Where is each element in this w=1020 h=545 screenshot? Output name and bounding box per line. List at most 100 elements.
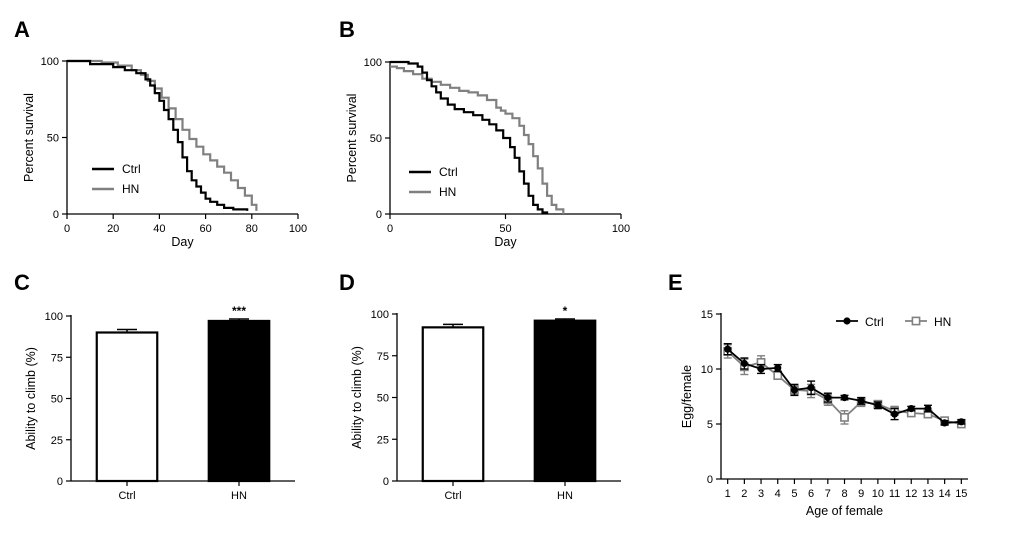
data-point-ctrl	[757, 365, 765, 373]
y-tick-label: 5	[707, 419, 713, 431]
x-tick-label: 0	[64, 223, 70, 235]
x-tick-label: 14	[939, 488, 951, 500]
panel-d-climbing-bar-chart: 0 25 50 75 100 Ability to climb (%) Ctrl HN *	[350, 304, 621, 502]
bar-ctrl	[95, 331, 159, 483]
data-point-ctrl	[941, 419, 949, 427]
y-tick-label: 15	[701, 309, 713, 321]
legend-label-ctrl: Ctrl	[122, 162, 141, 176]
survival-curve-hn	[390, 65, 565, 214]
x-tick-label: 10	[872, 488, 884, 500]
x-axis-label: Day	[494, 235, 517, 249]
y-tick-label: 25	[51, 435, 63, 447]
y-axis-label: Ability to climb (%)	[350, 346, 364, 449]
significance-mark: *	[563, 304, 568, 318]
x-tick-label: 7	[825, 488, 831, 500]
x-tick-label: 6	[808, 488, 814, 500]
y-tick-label: 0	[53, 209, 59, 221]
y-tick-label: 75	[377, 351, 389, 363]
panel-letter-d: D	[339, 270, 355, 295]
y-axis-label: Percent survival	[345, 94, 359, 183]
panel-b-survival-chart: 0 50 100 Percent survival 0 50 100 Day Ctrl HN	[345, 57, 630, 249]
data-point-ctrl	[824, 394, 832, 402]
legend-marker-hn	[911, 316, 921, 326]
legend-label-hn: HN	[439, 185, 456, 199]
y-tick-label: 50	[51, 394, 63, 406]
y-tick-label: 0	[383, 476, 389, 488]
y-tick-label: 10	[701, 364, 713, 376]
x-tick-label: HN	[231, 490, 247, 502]
x-tick-label: HN	[557, 490, 573, 502]
x-tick-label: 50	[499, 223, 511, 235]
x-tick-label: 100	[289, 223, 307, 235]
panel-c-climbing-bar-chart: 0 25 50 75 100 Ability to climb (%) Ctrl HN ***	[24, 304, 295, 502]
legend-label-ctrl: Ctrl	[865, 315, 884, 329]
bar-hn	[207, 319, 271, 483]
y-tick-label: 50	[370, 133, 382, 145]
y-tick-label: 0	[57, 476, 63, 488]
y-tick-label: 100	[364, 57, 382, 69]
y-tick-label: 25	[377, 434, 389, 446]
panel-letter-a: A	[14, 17, 30, 42]
panel-letter-b: B	[339, 17, 355, 42]
x-tick-label: 12	[905, 488, 917, 500]
legend-label-ctrl: Ctrl	[439, 165, 458, 179]
data-point-ctrl	[907, 405, 915, 413]
survival-curve-ctrl	[67, 59, 249, 211]
y-tick-label: 50	[47, 133, 59, 145]
data-point-hn	[773, 371, 783, 380]
x-tick-label: 5	[791, 488, 797, 500]
y-tick-label: 0	[376, 209, 382, 221]
survival-curve-hn	[67, 59, 258, 211]
data-point-ctrl	[857, 397, 865, 405]
x-tick-label: 11	[889, 488, 900, 500]
x-tick-label: 100	[612, 223, 630, 235]
y-tick-label: 100	[45, 311, 63, 323]
data-point-ctrl	[874, 401, 882, 409]
x-axis-label: Age of female	[806, 504, 883, 518]
y-tick-label: 50	[377, 393, 389, 405]
data-point-ctrl	[840, 394, 849, 402]
x-tick-label: 1	[725, 488, 731, 500]
x-tick-label: 9	[858, 488, 864, 500]
data-point-ctrl	[890, 410, 899, 418]
data-point-ctrl	[807, 384, 815, 392]
y-axis-label: Percent survival	[22, 93, 36, 182]
y-tick-label: 100	[41, 56, 59, 68]
data-point-ctrl	[957, 418, 965, 426]
legend-marker-ctrl	[843, 317, 851, 325]
legend-label-hn: HN	[934, 315, 951, 329]
data-point-ctrl	[790, 386, 799, 394]
x-tick-label: 0	[387, 223, 393, 235]
y-tick-label: 100	[371, 309, 389, 321]
x-tick-label: 20	[107, 223, 119, 235]
legend-label-hn: HN	[122, 182, 139, 196]
panel-letter-e: E	[668, 270, 683, 295]
y-tick-label: 75	[51, 352, 63, 364]
y-axis-label: Egg/female	[680, 365, 694, 428]
bar-hn	[533, 319, 597, 483]
data-point-ctrl	[724, 345, 732, 353]
x-tick-label: 4	[775, 488, 781, 500]
x-tick-label: 60	[199, 223, 211, 235]
x-tick-label: Ctrl	[444, 490, 461, 502]
x-tick-label: 15	[955, 488, 967, 500]
x-axis-label: Day	[171, 235, 194, 249]
significance-mark: ***	[232, 304, 246, 318]
x-tick-label: 80	[246, 223, 258, 235]
y-tick-label: 0	[707, 474, 713, 486]
data-point-hn	[840, 412, 849, 422]
x-tick-label: 3	[758, 488, 764, 500]
x-tick-label: 8	[841, 488, 847, 500]
y-axis-label: Ability to climb (%)	[24, 347, 38, 450]
panel-letter-c: C	[14, 270, 30, 295]
panel-a-survival-chart: 0 50 100 Percent survival 0 20 40 60 80 100 Day Ctr…	[22, 56, 307, 249]
bar-ctrl	[421, 326, 485, 483]
survival-curve-ctrl	[390, 60, 549, 214]
x-tick-label: 40	[153, 223, 165, 235]
x-tick-label: 2	[741, 488, 747, 500]
data-point-ctrl	[924, 405, 932, 413]
data-point-ctrl	[740, 359, 748, 368]
x-tick-label: 13	[922, 488, 934, 500]
